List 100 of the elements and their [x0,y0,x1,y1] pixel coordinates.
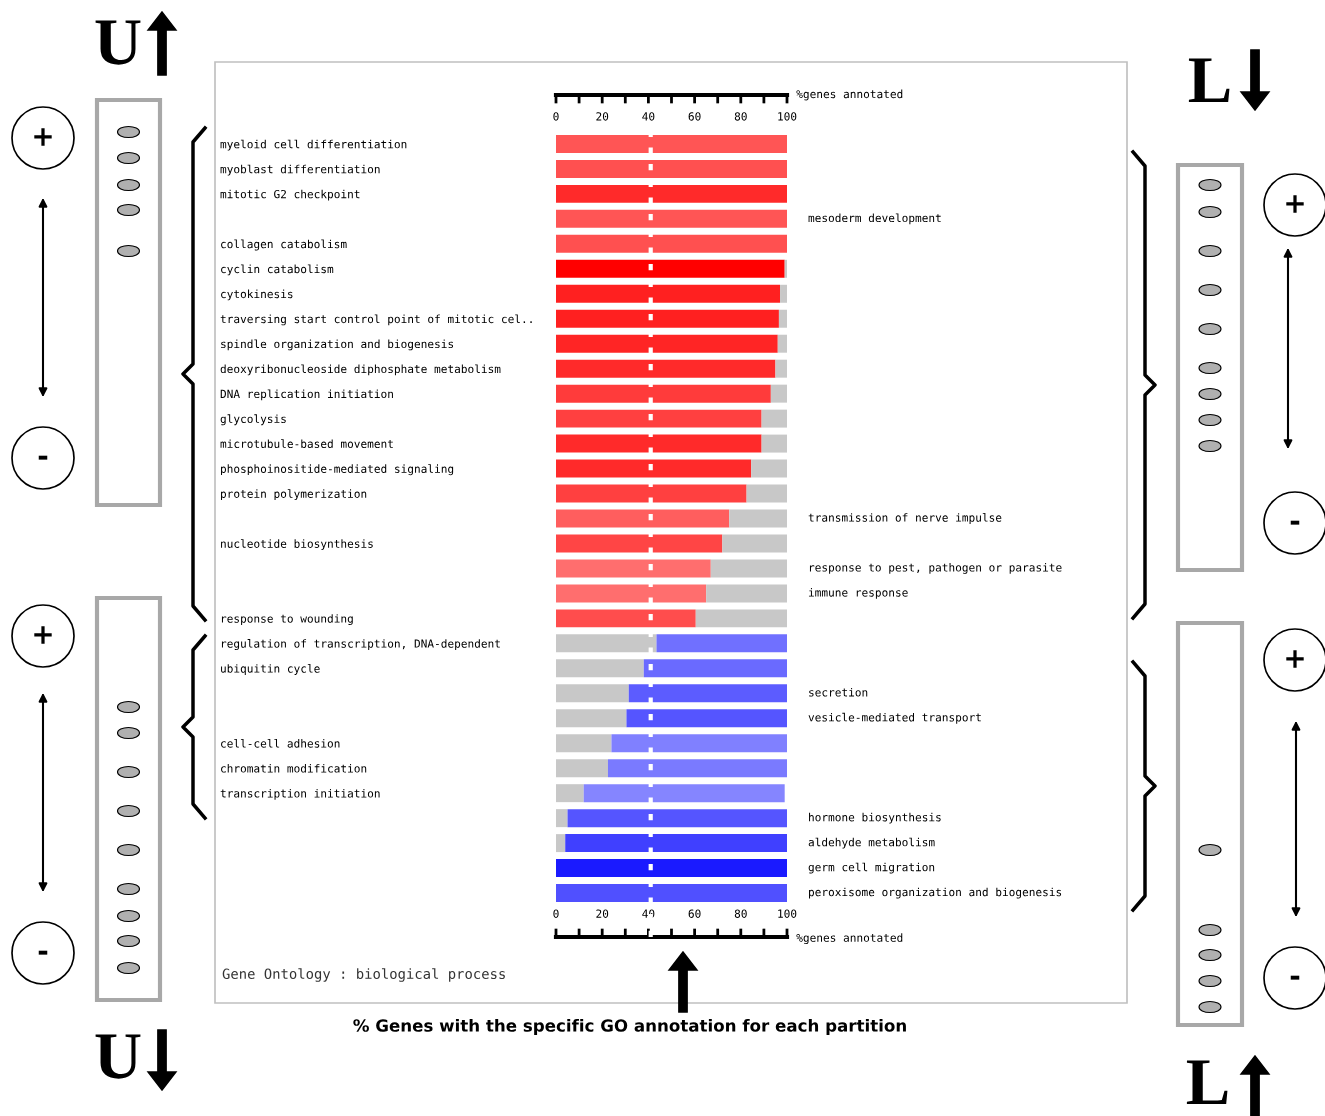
bar [777,334,787,353]
bar [751,459,787,478]
text: L [1188,58,1230,103]
bar [626,709,787,728]
y2-tick-label: immune response [808,588,908,599]
y-tick-label: nucleotide biosynthesis [221,539,373,551]
y-tick-label: myeloid cell differentiation [220,139,407,151]
bar [746,484,787,503]
bar [556,259,785,278]
x-tick-label: 0 [553,909,559,918]
bar [628,684,787,703]
x2-tick-label: 40 [642,112,655,121]
bar [710,559,787,578]
bar [556,309,779,328]
y-tick-label: traversing start control point of mitotic cel.. [220,314,532,326]
bar [556,134,787,153]
text: - [1290,975,1300,980]
text: U [95,1034,141,1079]
text: + [34,626,52,644]
bar [556,159,787,178]
text: U [95,20,141,65]
x-axis-title: %genes annotated [796,933,903,945]
bar [722,534,787,553]
y-tick-label: phosphoinositide-mediated signaling [221,464,454,476]
y2-tick-label: response to pest, pathogen or parasite [809,563,1062,574]
y-tick-label: cytokinesis [221,289,293,301]
y-tick-label: chromatin modification [221,764,367,773]
y-tick-label: glycolysis [220,414,286,426]
x2-axis-title: %genes annotated [796,89,903,101]
x-tick-label: 100 [778,909,797,918]
bar [556,434,762,453]
y-tick-label: transcription initiation [220,788,380,800]
y-tick-label: myoblast differentiation [220,164,380,176]
x-tick-label: 60 [688,909,701,918]
bar [556,509,730,528]
bar [611,734,787,753]
y2-tick-label: germ cell migration [808,862,935,874]
y-tick-label: spindle organization and biogenesis [221,339,454,351]
bar [556,684,629,703]
y2-tick-label: secretion [809,687,868,697]
bar [583,784,785,803]
bar [556,359,776,378]
y-tick-label: microtubule-based movement [220,439,393,448]
bar [778,309,787,328]
bar [607,759,787,778]
bar [556,709,627,728]
y2-tick-label: aldehyde metabolism [808,837,935,849]
bar [556,809,568,828]
bar [556,484,747,503]
bar [656,634,787,653]
text: - [38,950,48,955]
text: + [1286,195,1304,213]
bar [706,584,787,603]
bar [556,459,752,478]
y-tick-label: cell-cell adhesion [221,738,340,748]
text: Gene Ontology : biological process [222,968,505,982]
bar [729,509,787,528]
x2-tick-label: 0 [553,112,559,121]
y-tick-label: protein polymerization [221,489,367,501]
x-tick-label: 80 [734,909,747,918]
y2-tick-label: transmission of nerve impulse [808,513,1002,524]
x2-tick-label: 100 [778,112,797,121]
bar [556,784,584,803]
x2-tick-label: 20 [596,112,609,121]
bar [556,384,771,403]
x2-tick-label: 80 [734,112,747,121]
bar [770,384,787,403]
y2-tick-label: vesicle-mediated transport [808,712,981,724]
y-tick-label: cyclin catabolism [221,264,334,276]
y-tick-label: DNA replication initiation [220,389,393,401]
text: + [1286,650,1304,668]
x2-tick-label: 60 [688,112,701,121]
bar [780,284,787,303]
bar [556,609,696,628]
text: L [1186,1060,1228,1105]
bar [643,659,787,678]
bar [556,734,612,753]
y2-tick-label: peroxisome organization and biogenesis [809,887,1062,899]
y2-tick-label: mesoderm development [808,213,941,225]
bar [775,359,787,378]
bar [567,809,787,828]
y-tick-label: ubiquitin cycle [221,664,320,675]
bar [556,334,778,353]
y-tick-label: mitotic G2 checkpoint [220,189,360,201]
text: - [38,455,48,460]
bar [556,184,787,203]
bar [565,834,787,853]
bar [556,884,787,903]
y2-tick-label: hormone biosynthesis [809,812,941,824]
bar [556,534,723,553]
text: - [1290,520,1300,525]
bar [556,409,762,428]
text: + [34,128,52,146]
y-tick-label: response to wounding [221,614,353,625]
bar [761,409,787,428]
bar [556,759,608,778]
bar [556,584,707,603]
bar [556,234,787,253]
bar [556,859,787,878]
bar [695,609,787,628]
